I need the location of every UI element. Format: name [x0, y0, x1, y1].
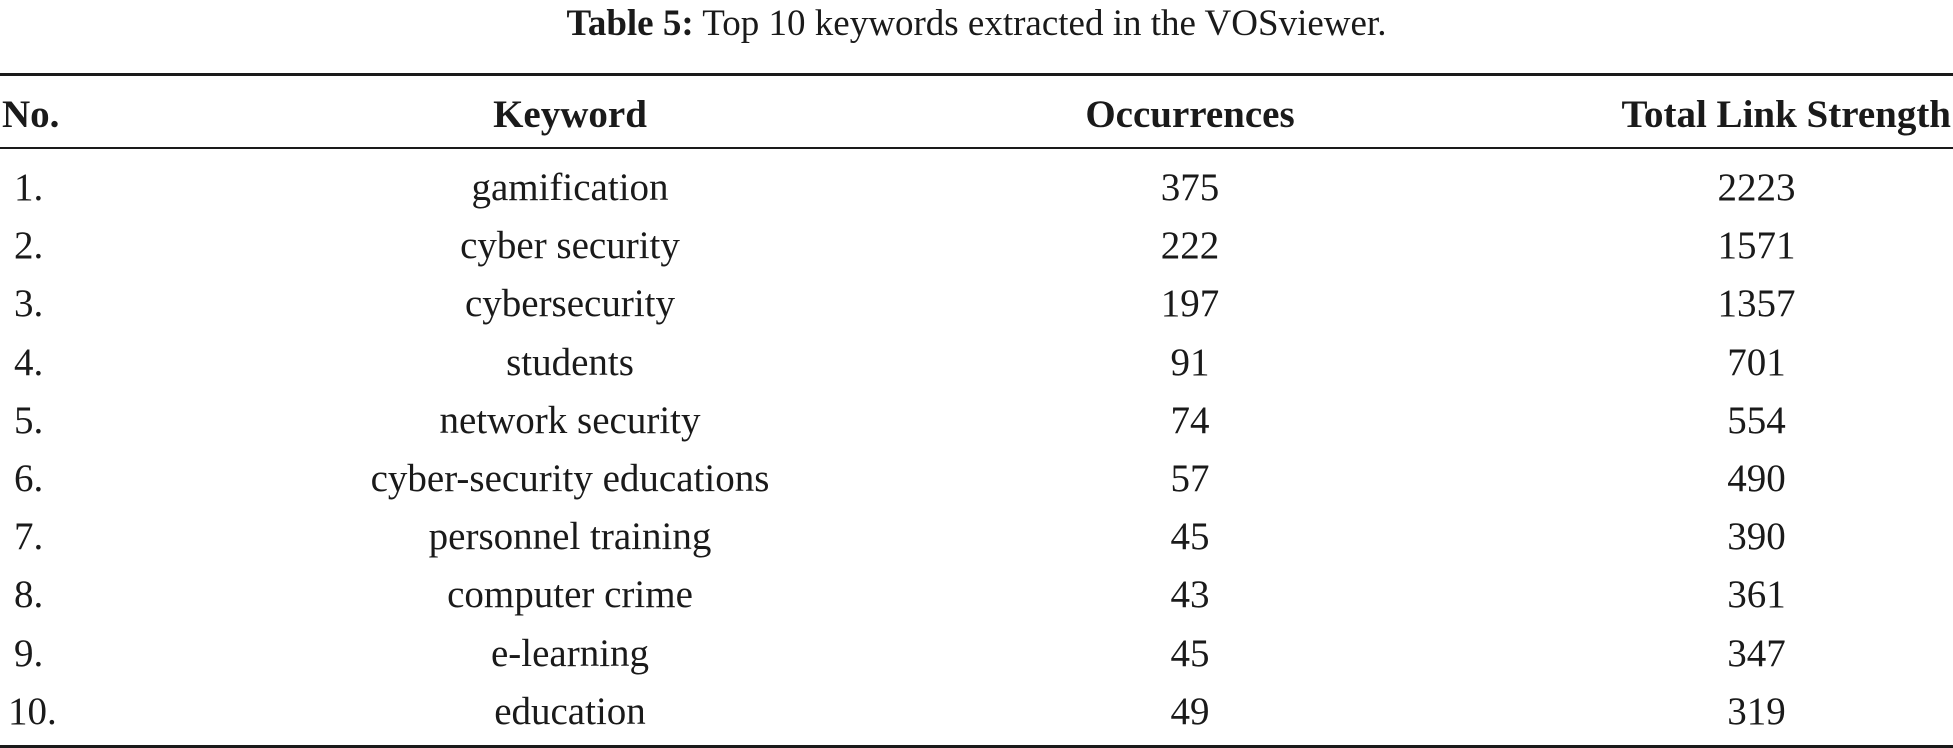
cell-occurrences: 91: [1170, 340, 1210, 384]
header-occurrences: Occurrences: [1085, 93, 1295, 136]
cell-total-link-strength: 554: [1727, 398, 1786, 442]
cell-no: 6.: [14, 457, 44, 500]
cell-keyword: cyber-security educations: [370, 457, 770, 500]
cell-keyword: network security: [439, 398, 701, 442]
header-no: No.: [2, 93, 60, 136]
cell-keyword: cyber security: [460, 224, 680, 268]
cell-no: 9.: [14, 631, 44, 675]
cell-total-link-strength: 2223: [1717, 166, 1796, 209]
cell-no: 4.: [14, 340, 44, 384]
table-header-rule: [0, 147, 1953, 149]
table-caption-label: Table 5:: [566, 3, 694, 44]
cell-no: 2.: [14, 224, 44, 268]
cell-total-link-strength: 390: [1727, 515, 1786, 559]
cell-no: 1.: [14, 166, 44, 209]
table-row: 4. students 91 701: [0, 334, 1953, 392]
cell-keyword: cybersecurity: [464, 282, 676, 326]
cell-keyword: education: [494, 689, 646, 733]
cell-total-link-strength: 490: [1727, 457, 1786, 500]
table-row: 9. e-learning 45 347: [0, 625, 1953, 683]
table-row: 3. cybersecurity 197 1357: [0, 275, 1953, 333]
cell-no: 8.: [14, 573, 44, 617]
table-row: 6. cyber-security educations 57 490: [0, 450, 1953, 508]
table-row: 10. education 49 319: [0, 683, 1953, 741]
cell-total-link-strength: 701: [1727, 340, 1786, 384]
cell-total-link-strength: 319: [1727, 689, 1786, 733]
cell-keyword: e-learning: [490, 631, 650, 675]
table-header-row: No. Keyword Occurrences Total Link Stren…: [0, 85, 1953, 145]
cell-occurrences: 49: [1170, 689, 1210, 733]
cell-occurrences: 74: [1170, 398, 1210, 442]
cell-occurrences: 222: [1160, 224, 1220, 268]
cell-occurrences: 45: [1170, 631, 1210, 675]
cell-keyword: personnel training: [428, 515, 712, 559]
table-caption-text: Top 10 keywords extracted in the VOSview…: [702, 3, 1387, 44]
table-row: 7. personnel training 45 390: [0, 508, 1953, 566]
table-bottom-rule: [0, 745, 1953, 748]
cell-total-link-strength: 1571: [1717, 224, 1796, 268]
cell-total-link-strength: 1357: [1717, 282, 1796, 326]
table-row: 1. gamification 375 2223: [0, 159, 1953, 217]
header-keyword: Keyword: [493, 93, 647, 136]
header-total-link-strength: Total Link Strength: [1621, 93, 1951, 136]
cell-occurrences: 45: [1170, 515, 1210, 559]
cell-total-link-strength: 347: [1727, 631, 1786, 675]
cell-keyword: students: [506, 340, 634, 384]
cell-no: 5.: [14, 398, 44, 442]
cell-total-link-strength: 361: [1727, 573, 1786, 617]
cell-occurrences: 375: [1160, 166, 1220, 209]
cell-no: 10.: [8, 689, 57, 733]
table-row: 8. computer crime 43 361: [0, 566, 1953, 624]
table-row: 5. network security 74 554: [0, 392, 1953, 450]
cell-keyword: computer crime: [447, 573, 693, 617]
cell-occurrences: 57: [1170, 457, 1210, 500]
cell-occurrences: 197: [1160, 282, 1220, 326]
cell-occurrences: 43: [1170, 573, 1210, 617]
table-row: 2. cyber security 222 1571: [0, 217, 1953, 275]
cell-no: 3.: [14, 282, 44, 326]
cell-no: 7.: [14, 515, 44, 559]
table-caption: Table 5: Top 10 keywords extracted in th…: [0, 0, 1953, 48]
table-top-rule: [0, 73, 1953, 76]
cell-keyword: gamification: [471, 166, 669, 209]
